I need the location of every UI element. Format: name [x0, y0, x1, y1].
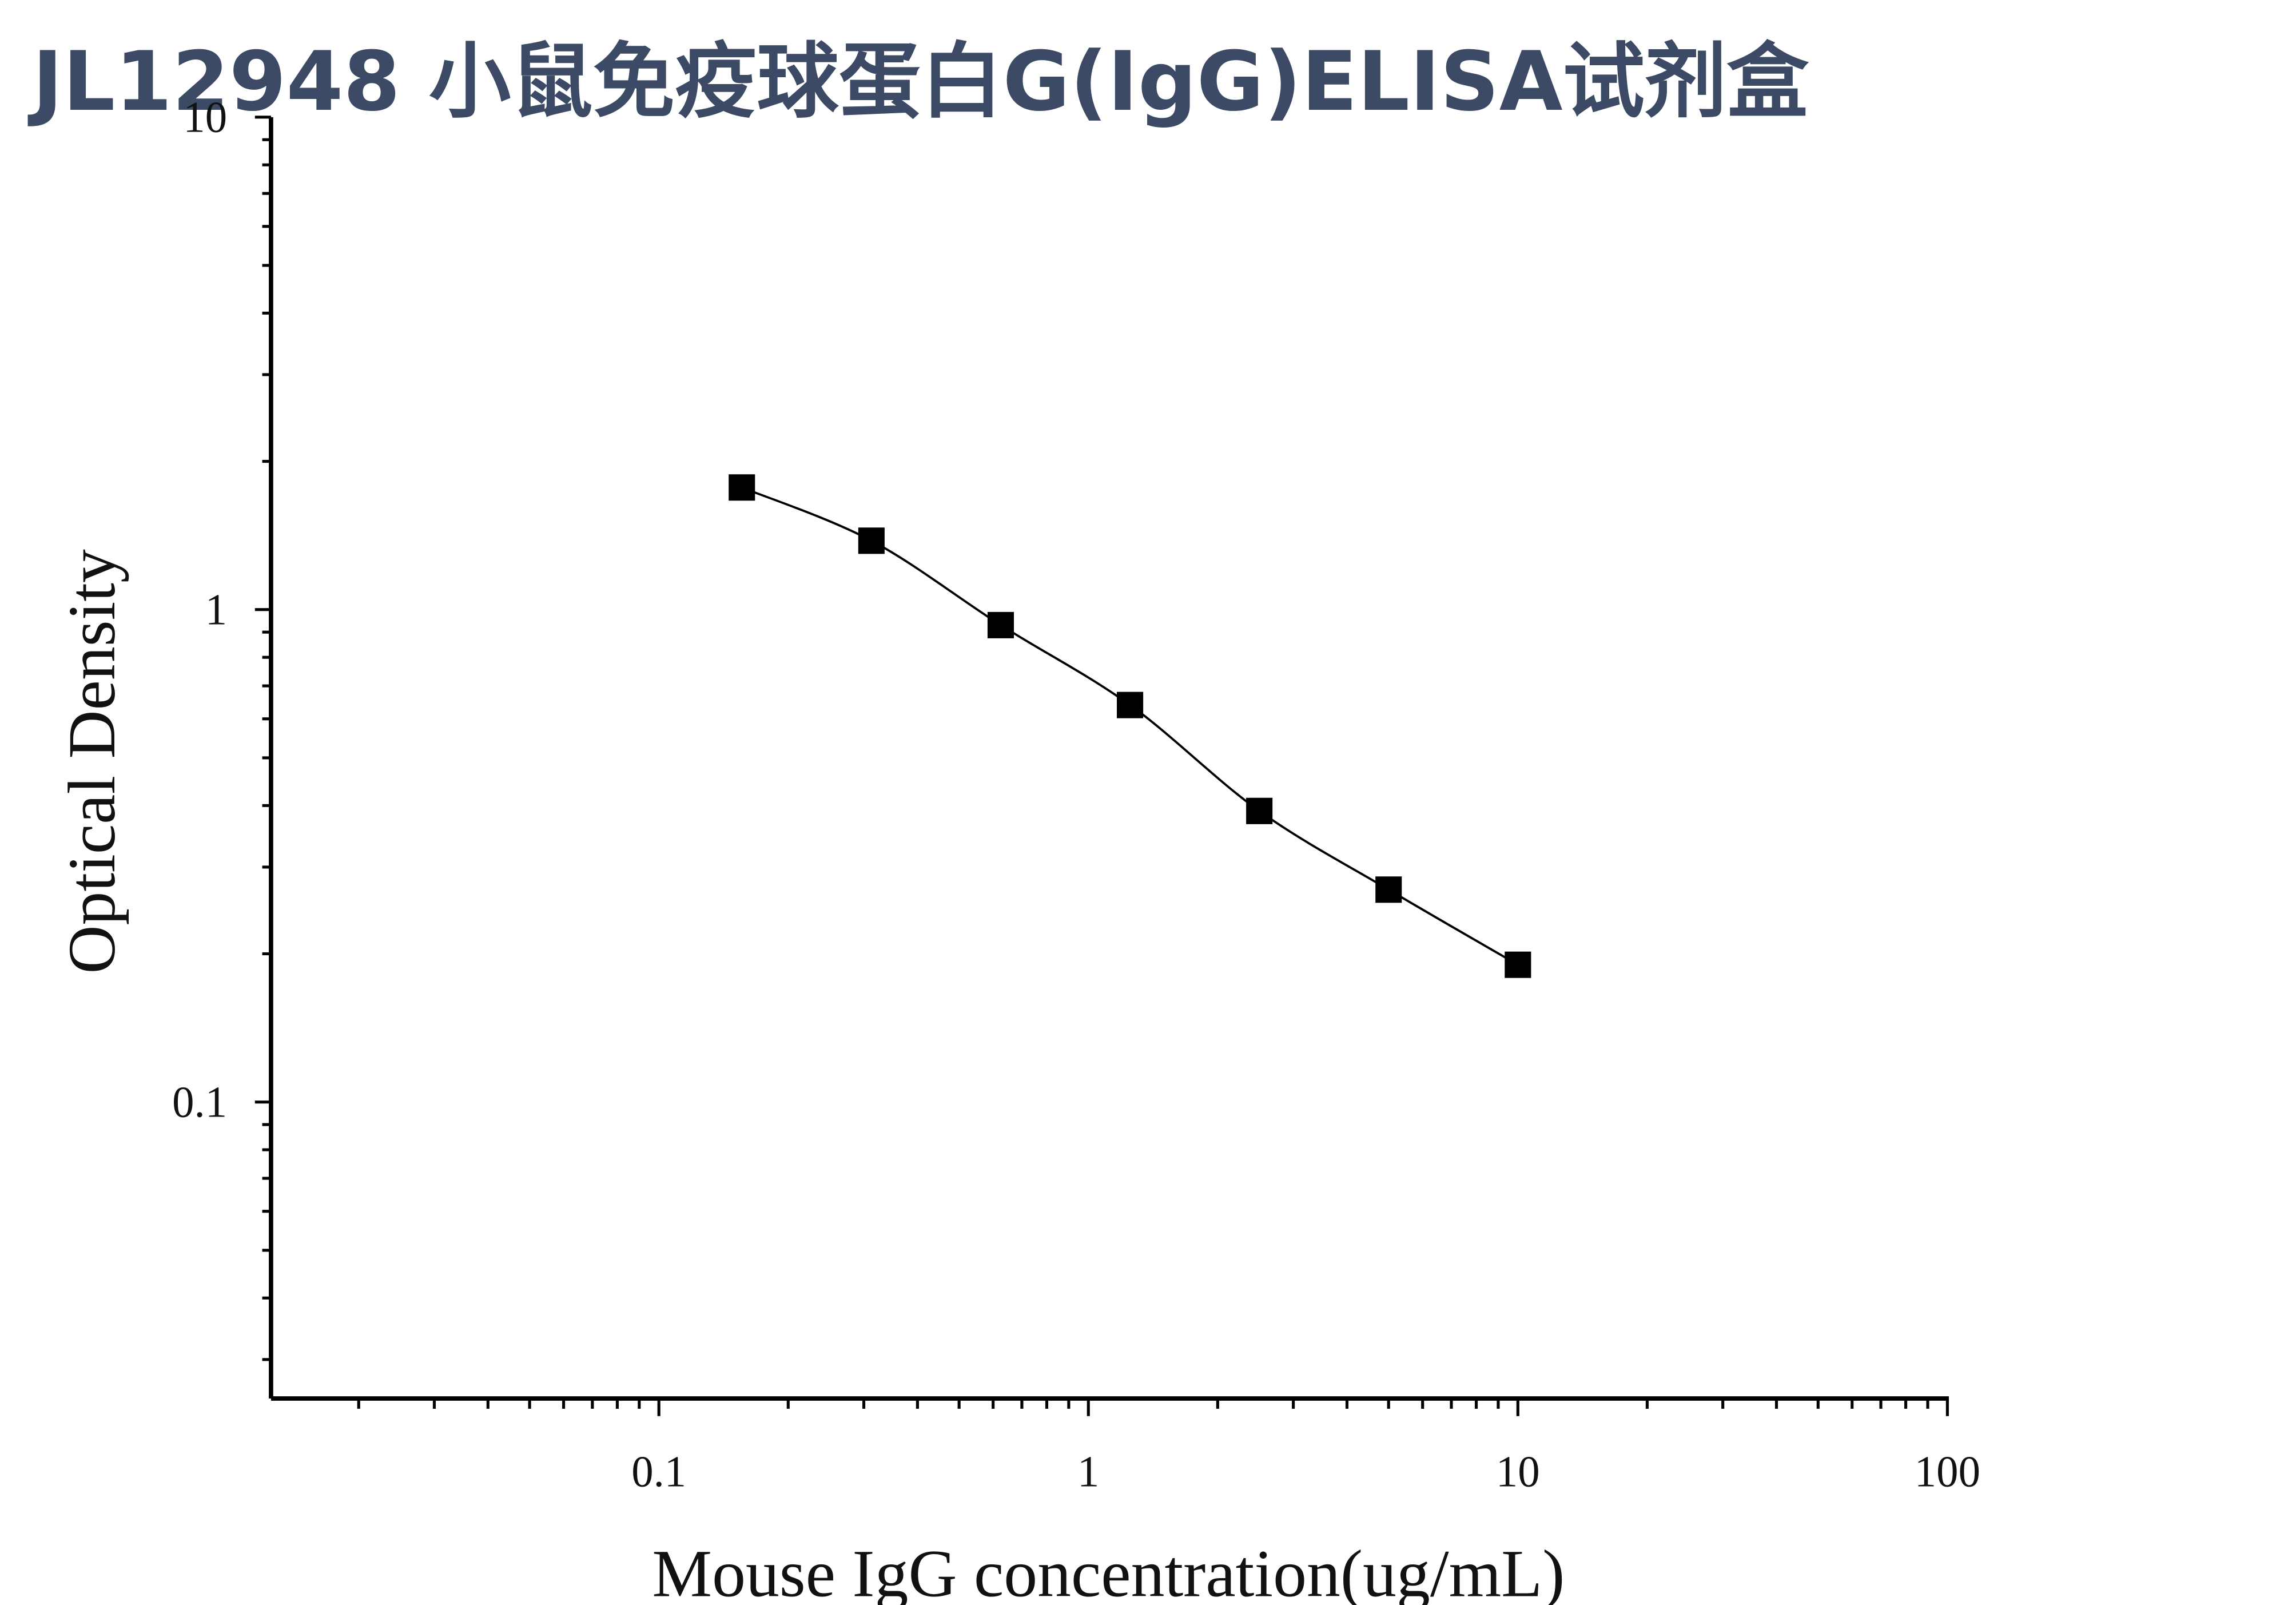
x-axis-label: Mouse IgG concentration(ug/mL) — [652, 1537, 1565, 1605]
x-tick-label: 0.1 — [631, 1448, 686, 1496]
y-tick-label: 10 — [183, 93, 227, 141]
data-point — [1505, 951, 1531, 978]
x-tick-label: 100 — [1915, 1448, 1980, 1496]
chart-title: JL12948 小鼠免疫球蛋白G(IgG)ELISA试剂盒 — [27, 34, 1809, 129]
data-point — [987, 611, 1014, 638]
x-tick-label: 10 — [1496, 1448, 1540, 1496]
y-tick-label: 0.1 — [172, 1078, 227, 1126]
data-point — [1117, 692, 1144, 718]
x-tick-label: 1 — [1077, 1448, 1099, 1496]
data-point — [729, 474, 755, 501]
data-point — [858, 527, 885, 554]
y-axis-label: Optical Density — [55, 549, 129, 974]
data-point — [1246, 797, 1273, 824]
data-point — [1375, 876, 1402, 903]
y-tick-label: 1 — [205, 585, 227, 634]
